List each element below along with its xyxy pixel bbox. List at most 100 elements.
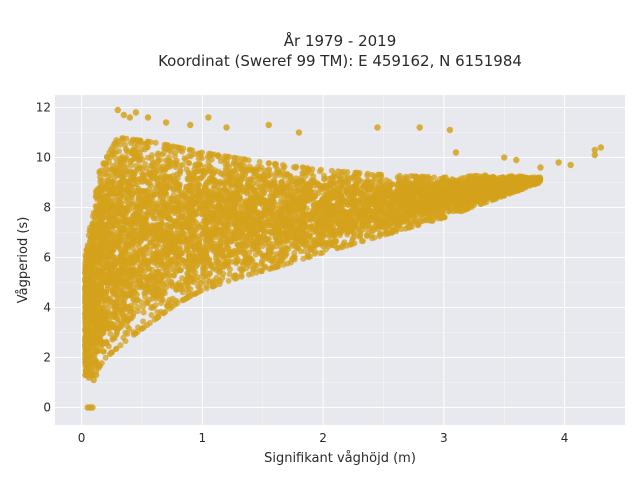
chart-title-line-2: Koordinat (Sweref 99 TM): E 459162, N 61…: [158, 52, 522, 70]
data-point: [137, 277, 144, 284]
data-point: [192, 243, 199, 250]
data-point: [155, 286, 161, 293]
data-point: [133, 181, 140, 188]
data-point: [228, 183, 235, 190]
data-point: [88, 300, 95, 306]
data-point: [273, 251, 280, 258]
data-point: [317, 216, 324, 223]
data-point: [231, 175, 238, 182]
data-point: [238, 156, 245, 162]
data-point: [354, 222, 361, 229]
data-point: [272, 163, 279, 170]
data-point: [461, 207, 468, 213]
data-point: [158, 214, 165, 220]
data-point: [210, 277, 217, 284]
data-point: [107, 303, 114, 310]
data-point: [359, 238, 366, 244]
data-point: [283, 251, 290, 257]
data-point: [128, 184, 135, 191]
data-point: [226, 271, 233, 278]
data-point: [148, 155, 155, 162]
data-point: [238, 273, 245, 280]
data-point: [429, 217, 436, 224]
data-point: [221, 180, 228, 187]
data-point: [140, 309, 147, 316]
data-point: [293, 188, 299, 195]
data-point: [113, 283, 120, 290]
data-point: [123, 243, 130, 250]
point-cloud: [82, 135, 544, 378]
data-point: [335, 168, 342, 175]
data-point: [226, 205, 233, 212]
data-point: [340, 168, 347, 175]
data-point: [202, 169, 209, 176]
data-point: [274, 202, 281, 208]
data-point: [173, 260, 180, 267]
chart-title-line-1: År 1979 - 2019: [284, 31, 397, 50]
data-point: [107, 330, 114, 337]
data-point: [148, 312, 155, 318]
data-point: [168, 280, 175, 287]
data-point: [278, 198, 285, 204]
data-point: [280, 166, 287, 173]
data-point: [269, 222, 276, 229]
data-point: [203, 283, 210, 290]
data-point: [130, 136, 137, 143]
data-point: [177, 162, 184, 169]
data-point: [123, 233, 130, 240]
data-point: [271, 179, 278, 186]
data-point: [113, 160, 120, 167]
data-point: [146, 320, 153, 326]
data-point: [290, 164, 297, 171]
data-point: [105, 220, 112, 227]
data-point: [304, 165, 311, 172]
data-point: [100, 348, 107, 355]
data-point: [198, 211, 205, 218]
data-point: [120, 164, 127, 171]
data-point: [222, 166, 229, 173]
data-point: [122, 338, 129, 345]
data-point: [217, 170, 224, 177]
data-point: [236, 208, 243, 215]
data-point: [253, 262, 260, 269]
data-point: [245, 271, 252, 278]
data-point: [321, 172, 327, 179]
data-point: [171, 272, 177, 279]
data-point: [158, 173, 165, 180]
data-point: [376, 231, 383, 238]
data-point: [225, 277, 232, 284]
data-point: [230, 274, 237, 281]
data-point: [112, 325, 119, 332]
grid: [55, 95, 625, 425]
data-point: [238, 189, 245, 196]
data-point: [142, 161, 149, 168]
data-point: [210, 185, 217, 192]
data-point: [131, 299, 138, 306]
data-point: [171, 153, 178, 160]
data-point: [169, 143, 176, 150]
data-point: [339, 185, 346, 192]
data-point: [256, 159, 263, 165]
data-point: [166, 296, 173, 303]
data-point: [117, 342, 124, 349]
data-point: [262, 263, 269, 270]
data-point: [280, 162, 286, 168]
data-point: [269, 255, 276, 262]
data-point: [364, 170, 371, 177]
data-point: [222, 161, 229, 168]
data-point: [132, 231, 139, 238]
data-point: [265, 172, 272, 179]
data-point: [431, 174, 438, 181]
data-point: [197, 150, 204, 157]
data-point: [158, 300, 165, 306]
data-point: [117, 324, 124, 331]
data-point: [117, 286, 124, 293]
data-point: [191, 290, 198, 297]
data-point: [141, 273, 148, 280]
data-point: [140, 318, 147, 325]
data-point: [279, 257, 286, 263]
data-point: [112, 155, 119, 162]
data-point: [271, 264, 277, 271]
data-point: [152, 139, 159, 146]
